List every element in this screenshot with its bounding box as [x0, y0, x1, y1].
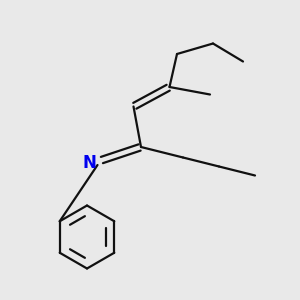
Text: N: N — [82, 154, 96, 172]
